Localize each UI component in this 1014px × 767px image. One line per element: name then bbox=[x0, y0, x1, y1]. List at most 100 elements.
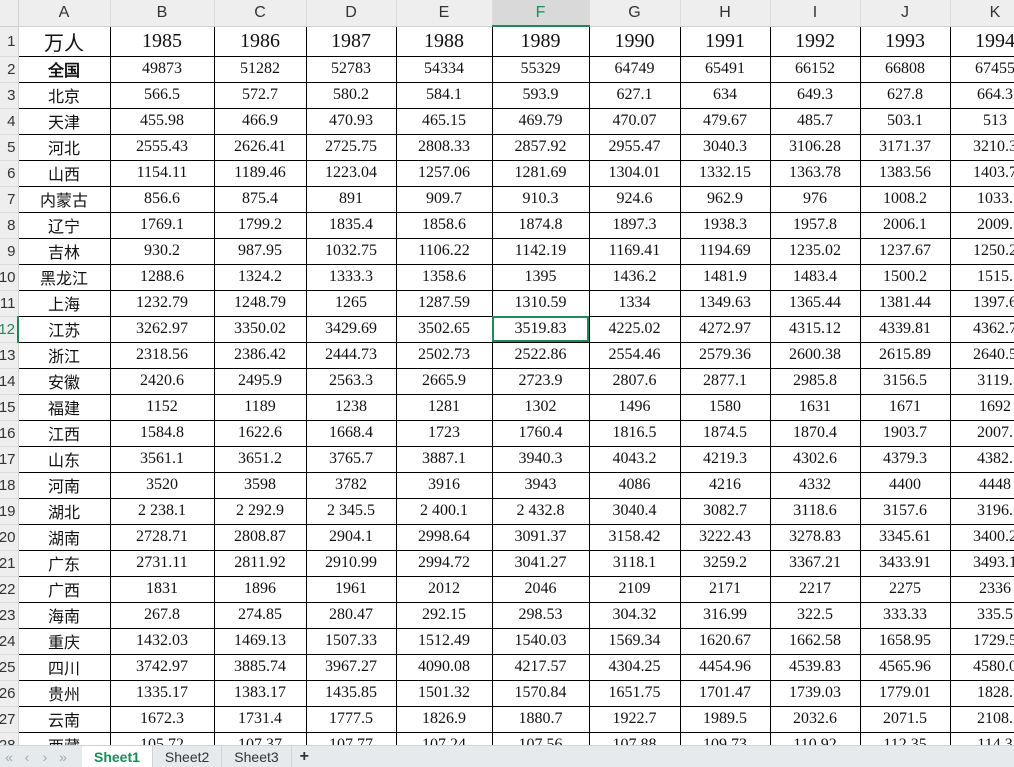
cell-i24[interactable]: 1662.58 bbox=[769, 627, 861, 655]
cell-e20[interactable]: 2998.64 bbox=[395, 523, 493, 551]
cell-c25[interactable]: 3885.74 bbox=[213, 653, 307, 681]
row-header[interactable]: 6 bbox=[0, 160, 19, 187]
cell-d15[interactable]: 1238 bbox=[305, 393, 397, 421]
cell-f5[interactable]: 2857.92 bbox=[491, 133, 590, 161]
cell-e22[interactable]: 2012 bbox=[395, 575, 493, 603]
cell-c4[interactable]: 466.9 bbox=[213, 107, 307, 135]
cell-a14[interactable]: 安徽 bbox=[17, 367, 111, 395]
cell-b26[interactable]: 1335.17 bbox=[109, 679, 215, 707]
cell-a7[interactable]: 内蒙古 bbox=[17, 185, 111, 213]
cell-a9[interactable]: 吉林 bbox=[17, 237, 111, 265]
column-header-c[interactable]: C bbox=[214, 0, 307, 27]
cell-j3[interactable]: 627.8 bbox=[859, 81, 951, 109]
cell-b13[interactable]: 2318.56 bbox=[109, 341, 215, 369]
cell-g17[interactable]: 4043.2 bbox=[588, 445, 681, 473]
cell-b21[interactable]: 2731.11 bbox=[109, 549, 215, 577]
cell-h13[interactable]: 2579.36 bbox=[679, 341, 771, 369]
cell-d11[interactable]: 1265 bbox=[305, 289, 397, 317]
cell-j28[interactable]: 112.35 bbox=[859, 731, 951, 745]
cell-d24[interactable]: 1507.33 bbox=[305, 627, 397, 655]
cell-i8[interactable]: 1957.8 bbox=[769, 211, 861, 239]
cell-d20[interactable]: 2904.1 bbox=[305, 523, 397, 551]
column-header-d[interactable]: D bbox=[306, 0, 397, 27]
cell-d13[interactable]: 2444.73 bbox=[305, 341, 397, 369]
cell-j18[interactable]: 4400 bbox=[859, 471, 951, 499]
cell-b24[interactable]: 1432.03 bbox=[109, 627, 215, 655]
cell-j26[interactable]: 1779.01 bbox=[859, 679, 951, 707]
cell-h1[interactable]: 1991 bbox=[679, 25, 771, 57]
cell-d25[interactable]: 3967.27 bbox=[305, 653, 397, 681]
cell-k22[interactable]: 2336 bbox=[949, 575, 1014, 603]
cell-f14[interactable]: 2723.9 bbox=[491, 367, 590, 395]
sheet-tab-sheet2[interactable]: Sheet2 bbox=[153, 746, 223, 767]
cell-k27[interactable]: 2108. bbox=[949, 705, 1014, 733]
cell-f16[interactable]: 1760.4 bbox=[491, 419, 590, 447]
cell-g23[interactable]: 304.32 bbox=[588, 601, 681, 629]
cell-c10[interactable]: 1324.2 bbox=[213, 263, 307, 291]
cell-d16[interactable]: 1668.4 bbox=[305, 419, 397, 447]
cell-b12[interactable]: 3262.97 bbox=[109, 315, 215, 343]
cell-h23[interactable]: 316.99 bbox=[679, 601, 771, 629]
row-header[interactable]: 21 bbox=[0, 550, 19, 577]
cell-i19[interactable]: 3118.6 bbox=[769, 497, 861, 525]
cell-a10[interactable]: 黑龙江 bbox=[17, 263, 111, 291]
cell-c16[interactable]: 1622.6 bbox=[213, 419, 307, 447]
cell-c17[interactable]: 3651.2 bbox=[213, 445, 307, 473]
cell-k8[interactable]: 2009. bbox=[949, 211, 1014, 239]
cell-c15[interactable]: 1189 bbox=[213, 393, 307, 421]
cell-b28[interactable]: 105.72 bbox=[109, 731, 215, 745]
cell-d28[interactable]: 107.77 bbox=[305, 731, 397, 745]
cell-f1[interactable]: 1989 bbox=[491, 25, 590, 57]
cell-i13[interactable]: 2600.38 bbox=[769, 341, 861, 369]
cell-f10[interactable]: 1395 bbox=[491, 263, 590, 291]
cell-c3[interactable]: 572.7 bbox=[213, 81, 307, 109]
cell-b4[interactable]: 455.98 bbox=[109, 107, 215, 135]
row-header[interactable]: 12 bbox=[0, 316, 19, 343]
cell-f8[interactable]: 1874.8 bbox=[491, 211, 590, 239]
row-header[interactable]: 9 bbox=[0, 238, 19, 265]
cell-j2[interactable]: 66808 bbox=[859, 55, 951, 83]
cell-g22[interactable]: 2109 bbox=[588, 575, 681, 603]
cell-g28[interactable]: 107.88 bbox=[588, 731, 681, 745]
cell-a1[interactable]: 万人 bbox=[17, 25, 111, 57]
cell-a19[interactable]: 湖北 bbox=[17, 497, 111, 525]
cell-j16[interactable]: 1903.7 bbox=[859, 419, 951, 447]
cell-f2[interactable]: 55329 bbox=[491, 55, 590, 83]
cell-e7[interactable]: 909.7 bbox=[395, 185, 493, 213]
cell-i28[interactable]: 110.92 bbox=[769, 731, 861, 745]
cell-j4[interactable]: 503.1 bbox=[859, 107, 951, 135]
cell-k23[interactable]: 335.5 bbox=[949, 601, 1014, 629]
cell-c5[interactable]: 2626.41 bbox=[213, 133, 307, 161]
cell-c13[interactable]: 2386.42 bbox=[213, 341, 307, 369]
cell-k3[interactable]: 664.3 bbox=[949, 81, 1014, 109]
cell-c19[interactable]: 2 292.9 bbox=[213, 497, 307, 525]
row-header[interactable]: 28 bbox=[0, 732, 19, 745]
cell-g15[interactable]: 1496 bbox=[588, 393, 681, 421]
cell-k7[interactable]: 1033. bbox=[949, 185, 1014, 213]
row-header[interactable]: 15 bbox=[0, 394, 19, 421]
cell-b3[interactable]: 566.5 bbox=[109, 81, 215, 109]
cell-j23[interactable]: 333.33 bbox=[859, 601, 951, 629]
cell-e2[interactable]: 54334 bbox=[395, 55, 493, 83]
cell-h5[interactable]: 3040.3 bbox=[679, 133, 771, 161]
cell-j27[interactable]: 2071.5 bbox=[859, 705, 951, 733]
cell-c7[interactable]: 875.4 bbox=[213, 185, 307, 213]
cell-a2[interactable]: 全国 bbox=[17, 55, 111, 83]
cell-k4[interactable]: 513 bbox=[949, 107, 1014, 135]
cell-a8[interactable]: 辽宁 bbox=[17, 211, 111, 239]
cell-d21[interactable]: 2910.99 bbox=[305, 549, 397, 577]
cell-d10[interactable]: 1333.3 bbox=[305, 263, 397, 291]
cell-h26[interactable]: 1701.47 bbox=[679, 679, 771, 707]
cell-g14[interactable]: 2807.6 bbox=[588, 367, 681, 395]
row-header[interactable]: 25 bbox=[0, 654, 19, 681]
cell-a4[interactable]: 天津 bbox=[17, 107, 111, 135]
cell-k18[interactable]: 4448 bbox=[949, 471, 1014, 499]
cell-i14[interactable]: 2985.8 bbox=[769, 367, 861, 395]
cell-i22[interactable]: 2217 bbox=[769, 575, 861, 603]
cell-i10[interactable]: 1483.4 bbox=[769, 263, 861, 291]
cell-h2[interactable]: 65491 bbox=[679, 55, 771, 83]
row-header[interactable]: 24 bbox=[0, 628, 19, 655]
cell-g10[interactable]: 1436.2 bbox=[588, 263, 681, 291]
cell-h18[interactable]: 4216 bbox=[679, 471, 771, 499]
